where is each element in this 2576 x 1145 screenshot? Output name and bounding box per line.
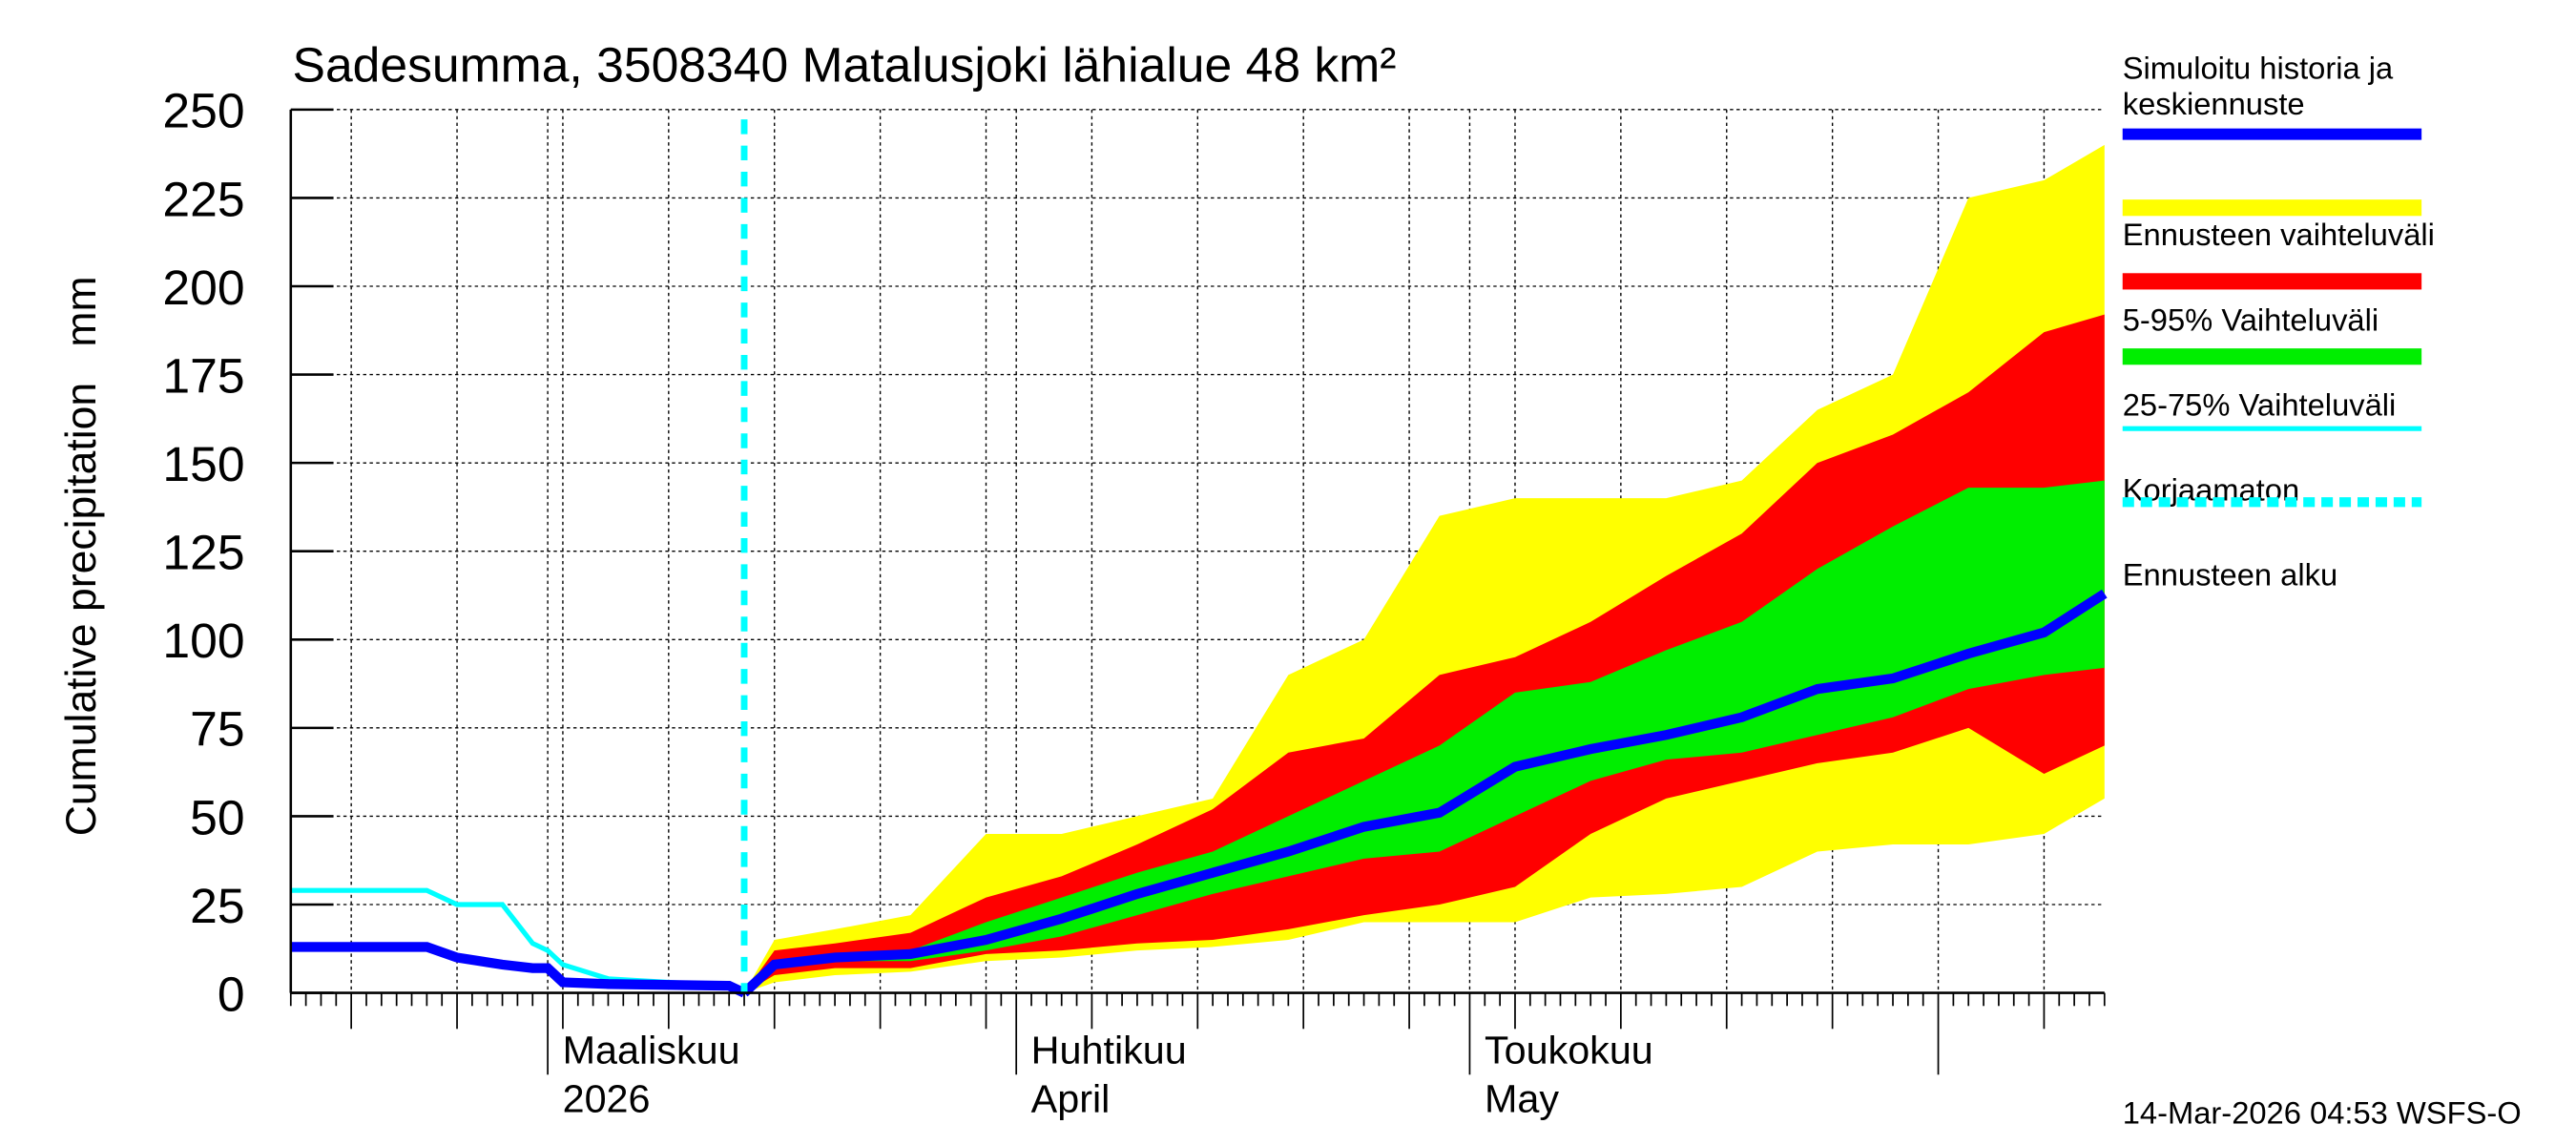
bands	[744, 144, 2105, 993]
y-tick-label: 50	[190, 789, 244, 844]
legend-label: 5-95% Vaihteluväli	[2123, 302, 2379, 337]
x-month-sublabel: 2026	[563, 1077, 651, 1121]
x-month-sublabel: May	[1485, 1077, 1559, 1121]
x-month-label: Huhtikuu	[1031, 1028, 1187, 1072]
band-full-range	[744, 144, 2105, 993]
x-month-sublabel: April	[1031, 1077, 1111, 1121]
y-tick-label: 75	[190, 701, 244, 757]
y-tick-label: 200	[162, 260, 244, 315]
legend-label: 25-75% Vaihteluväli	[2123, 386, 2397, 422]
lines	[290, 119, 2108, 998]
median-forecast-line	[740, 589, 2108, 997]
y-tick-label: 125	[162, 525, 244, 580]
legend-label: Ennusteen vaihteluväli	[2123, 217, 2435, 252]
band-25-75	[744, 480, 2105, 993]
y-tick-label: 250	[162, 83, 244, 138]
y-tick-label: 150	[162, 436, 244, 491]
x-month-label: Maaliskuu	[563, 1028, 740, 1072]
simulated-history-line	[290, 942, 747, 998]
footer-timestamp: 14-Mar-2026 04:53 WSFS-O	[2123, 1095, 2522, 1131]
y-tick-label: 175	[162, 348, 244, 404]
legend-swatch	[2122, 199, 2422, 217]
y-tick-label: 100	[162, 613, 244, 668]
y-tick-label: 25	[190, 878, 244, 933]
x-month-label: Toukokuu	[1485, 1028, 1653, 1072]
y-tick-label: 225	[162, 171, 244, 226]
legend-label: Simuloitu historia ja keskiennuste	[2123, 50, 2394, 121]
axes: 0 25 50 75 100 125 150 175 200 225 250 Maaliskuu 202…	[162, 83, 2106, 1121]
y-axis-label: Cumulative precipitation mm	[58, 276, 105, 836]
legend-label: Ennusteen alku	[2123, 557, 2337, 593]
legend-swatch	[2122, 348, 2422, 365]
legend-swatch	[2122, 273, 2422, 290]
y-tick-label: 0	[218, 967, 245, 1022]
uncorrected-line	[290, 887, 746, 995]
legend: Simuloitu historia ja keskiennuste Ennuste…	[2122, 50, 2435, 593]
chart-title: Sadesumma, 3508340 Matalusjoki lähialue …	[293, 37, 1397, 93]
